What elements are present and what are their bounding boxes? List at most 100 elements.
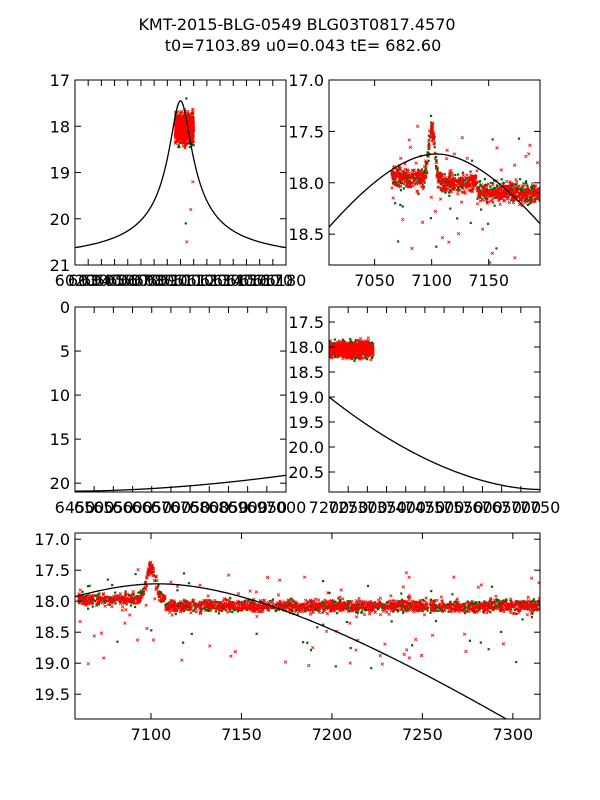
- data-point-red: [447, 240, 451, 244]
- data-point-green: [498, 605, 501, 608]
- data-point-green: [531, 191, 534, 194]
- data-point-red: [470, 186, 475, 191]
- data-point-green: [224, 609, 227, 612]
- data-point-green: [392, 599, 395, 602]
- xtick-label: 6950: [246, 498, 287, 517]
- data-point-green: [448, 194, 451, 197]
- data-point-red: [535, 161, 540, 165]
- data-point-red: [519, 191, 523, 195]
- data-point-red: [461, 173, 465, 177]
- data-point-green: [485, 197, 488, 200]
- ytick-label: 0: [60, 298, 70, 317]
- data-point-red: [355, 351, 360, 356]
- data-point-red: [517, 184, 521, 188]
- data-point-red: [514, 177, 518, 182]
- figure-title-line2: t0=7103.89 u0=0.043 tE= 682.60: [165, 36, 442, 55]
- data-point-red: [495, 146, 499, 150]
- data-point-red: [518, 197, 523, 202]
- data-point-red: [122, 600, 126, 604]
- data-point-red: [439, 186, 443, 191]
- data-point-red: [450, 181, 454, 186]
- data-point-green: [456, 180, 459, 184]
- xtick-label: 7600: [462, 498, 503, 517]
- data-point-green: [485, 200, 488, 204]
- data-point-red: [525, 191, 530, 196]
- data-point-red: [486, 192, 490, 197]
- data-point-red: [104, 595, 108, 599]
- data-point-green: [454, 173, 457, 177]
- data-point-green: [406, 176, 409, 179]
- data-point-green: [446, 603, 450, 606]
- data-point-red: [190, 133, 195, 138]
- data-point-red: [418, 169, 423, 173]
- data-point-green: [254, 607, 257, 610]
- data-point-green: [356, 611, 359, 615]
- xtick-label: 6140: [213, 271, 254, 290]
- ytick-label: 20: [50, 474, 70, 493]
- data-point-green: [416, 605, 419, 608]
- data-point-red: [456, 185, 461, 190]
- data-point-green: [228, 603, 231, 606]
- data-point-red: [416, 190, 420, 194]
- data-point-red: [339, 354, 344, 358]
- data-point-green: [483, 606, 486, 609]
- data-point-red: [353, 343, 357, 347]
- data-point-red: [520, 191, 524, 195]
- data-point-red: [532, 186, 537, 191]
- data-point-red: [475, 202, 480, 206]
- data-point-green: [401, 611, 405, 614]
- data-point-green: [517, 188, 520, 191]
- data-point-green: [483, 178, 486, 181]
- data-point-green: [164, 606, 168, 609]
- data-point-green: [354, 356, 357, 359]
- data-point-red: [386, 601, 390, 605]
- data-point-green: [485, 195, 488, 198]
- data-point-green: [349, 337, 352, 341]
- data-point-green: [521, 618, 524, 621]
- data-point-red: [435, 166, 440, 170]
- data-point-green: [479, 189, 482, 192]
- data-point-red: [485, 201, 489, 205]
- data-point-green: [185, 97, 188, 100]
- data-point-red: [364, 339, 368, 343]
- ytick-label: 18.5: [288, 363, 324, 382]
- data-point-red: [427, 138, 431, 142]
- data-point-red: [190, 125, 194, 130]
- data-point-green: [528, 195, 532, 198]
- data-point-green: [368, 342, 371, 345]
- data-point-red: [188, 128, 193, 132]
- data-point-red: [421, 184, 425, 189]
- data-point-red: [181, 134, 186, 138]
- data-point-green: [487, 606, 490, 609]
- data-point-green: [461, 187, 464, 190]
- xtick-label: 6650: [131, 498, 172, 517]
- data-point-green: [162, 599, 165, 603]
- data-point-green: [407, 607, 411, 610]
- data-point-red: [440, 186, 444, 191]
- data-point-green: [421, 598, 425, 602]
- data-point-green: [392, 180, 395, 183]
- data-point-green: [287, 603, 290, 606]
- data-point-green: [434, 164, 438, 168]
- data-point-red: [364, 354, 368, 358]
- data-point-green: [204, 607, 207, 610]
- data-point-green: [468, 639, 472, 642]
- data-point-red: [403, 171, 407, 176]
- data-point-red: [335, 340, 340, 345]
- data-point-red: [149, 570, 154, 574]
- data-point-green: [498, 600, 501, 604]
- data-point-red: [174, 123, 179, 128]
- data-point-green: [141, 590, 144, 593]
- data-point-red: [183, 139, 187, 143]
- data-point-red: [500, 193, 505, 197]
- data-point-red: [486, 190, 491, 194]
- data-point-red: [156, 589, 161, 594]
- data-point-red: [416, 172, 420, 177]
- data-point-green: [150, 629, 153, 632]
- data-point-red: [429, 195, 433, 199]
- data-point-green: [317, 609, 320, 612]
- data-point-green: [452, 603, 455, 606]
- data-point-green: [534, 197, 538, 200]
- data-point-red: [135, 601, 139, 605]
